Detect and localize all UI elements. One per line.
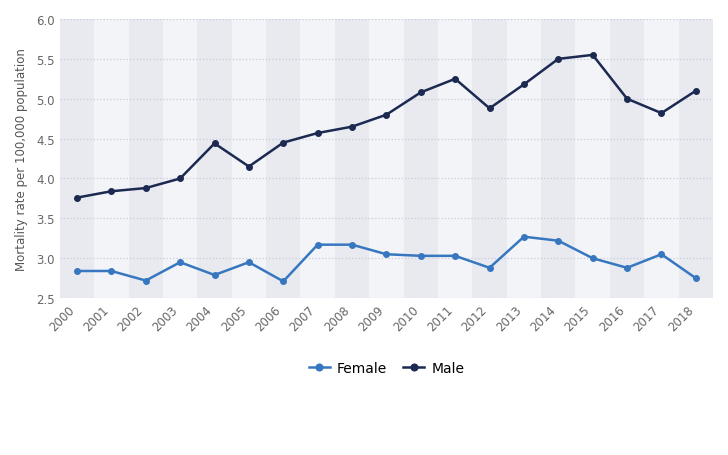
Female bbox=[657, 252, 666, 258]
Male bbox=[141, 186, 150, 192]
Male bbox=[588, 53, 597, 59]
Male bbox=[175, 177, 184, 182]
Male bbox=[692, 89, 700, 94]
Bar bbox=[403, 20, 438, 298]
Bar bbox=[678, 20, 713, 298]
Bar bbox=[163, 20, 197, 298]
Bar bbox=[266, 20, 301, 298]
Male bbox=[245, 164, 253, 170]
Bar bbox=[644, 20, 678, 298]
Bar bbox=[335, 20, 369, 298]
Bar bbox=[438, 20, 472, 298]
Female bbox=[692, 276, 700, 281]
Male bbox=[313, 131, 322, 136]
Male bbox=[416, 91, 425, 96]
Male bbox=[451, 77, 459, 82]
Female bbox=[485, 265, 494, 271]
Female bbox=[245, 260, 253, 265]
Bar bbox=[369, 20, 403, 298]
Female bbox=[107, 268, 116, 274]
Female bbox=[382, 252, 391, 258]
Male bbox=[520, 82, 529, 88]
Male bbox=[622, 97, 631, 102]
Male bbox=[279, 141, 288, 146]
Bar bbox=[507, 20, 541, 298]
Female bbox=[175, 260, 184, 265]
Male bbox=[554, 57, 563, 62]
Bar bbox=[60, 20, 94, 298]
Female bbox=[451, 253, 459, 259]
Female bbox=[348, 243, 357, 248]
Line: Female: Female bbox=[74, 234, 699, 284]
Female bbox=[520, 234, 529, 240]
Female bbox=[73, 268, 82, 274]
Female bbox=[141, 278, 150, 283]
Male bbox=[348, 125, 357, 130]
Male bbox=[107, 189, 116, 195]
Female bbox=[588, 256, 597, 261]
Female bbox=[279, 279, 288, 284]
Male bbox=[73, 196, 82, 201]
Bar bbox=[610, 20, 644, 298]
Line: Male: Male bbox=[74, 53, 699, 201]
Bar bbox=[232, 20, 266, 298]
Bar bbox=[301, 20, 335, 298]
Bar bbox=[197, 20, 232, 298]
Legend: Female, Male: Female, Male bbox=[303, 356, 470, 381]
Female bbox=[210, 273, 219, 278]
Female bbox=[622, 265, 631, 271]
Bar bbox=[129, 20, 163, 298]
Female bbox=[416, 253, 425, 259]
Bar bbox=[94, 20, 129, 298]
Male bbox=[657, 111, 666, 116]
Female bbox=[554, 238, 563, 244]
Bar bbox=[541, 20, 576, 298]
Bar bbox=[576, 20, 610, 298]
Male bbox=[485, 106, 494, 112]
Y-axis label: Mortality rate per 100,000 population: Mortality rate per 100,000 population bbox=[15, 48, 28, 270]
Male bbox=[382, 113, 391, 118]
Male bbox=[210, 142, 219, 147]
Female bbox=[313, 243, 322, 248]
Bar bbox=[472, 20, 507, 298]
